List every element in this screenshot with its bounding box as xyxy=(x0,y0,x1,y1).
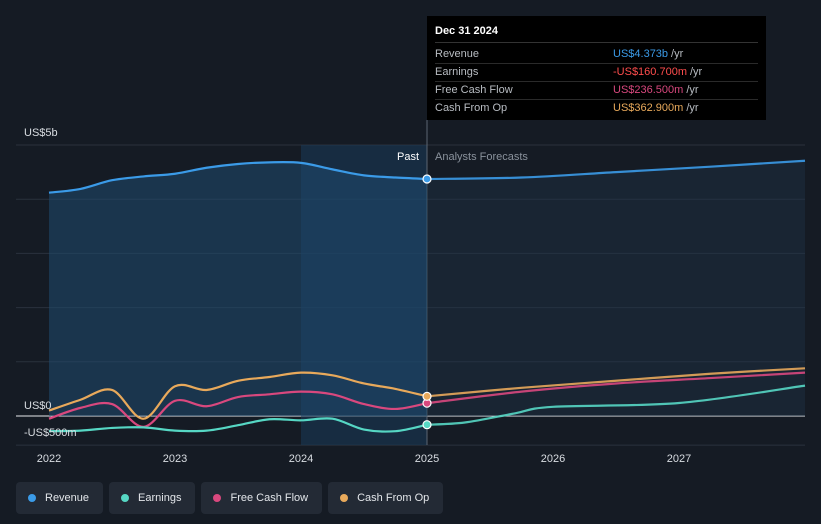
y-tick-label: -US$500m xyxy=(24,427,77,439)
legend-item-revenue[interactable]: Revenue xyxy=(16,482,104,514)
tooltip-label: Cash From Op xyxy=(435,102,508,114)
y-tick-label: US$0 xyxy=(24,400,52,412)
revenue-past-area xyxy=(49,162,427,416)
legend-dot-icon xyxy=(340,494,349,502)
tooltip-row-earnings: Earnings -US$160.700m /yr xyxy=(435,64,758,82)
tooltip-row-revenue: Revenue US$4.373b /yr xyxy=(435,46,758,64)
x-tick-label: 2027 xyxy=(667,453,691,465)
tooltip-label: Revenue xyxy=(435,48,480,60)
x-tick-label: 2023 xyxy=(163,453,187,465)
legend-label: Cash From Op xyxy=(357,492,430,504)
legend-dot-icon xyxy=(121,494,130,502)
tooltip-value: US$236.500m xyxy=(613,84,684,96)
tooltip-value: US$4.373b xyxy=(613,48,669,60)
legend-label: Free Cash Flow xyxy=(230,492,309,504)
tooltip-date: Dec 31 2024 xyxy=(435,24,758,43)
earnings-past-line xyxy=(48,417,428,433)
legend: Revenue Earnings Free Cash Flow Cash Fro… xyxy=(16,482,444,514)
free-cash-flow-past-line xyxy=(48,390,428,428)
legend-dot-icon xyxy=(28,494,36,502)
tooltip-value: US$362.900m xyxy=(613,102,684,114)
tooltip: Dec 31 2024 Revenue US$4.373b /yr Earnin… xyxy=(427,16,766,120)
legend-label: Revenue xyxy=(45,492,90,504)
x-tick-label: 2026 xyxy=(541,453,565,465)
x-tick-label: 2022 xyxy=(37,453,61,465)
tooltip-unit: /yr xyxy=(690,66,703,78)
x-tick-label: 2024 xyxy=(289,453,313,465)
earnings-point xyxy=(422,420,432,430)
tooltip-row-free-cash-flow: Free Cash Flow US$236.500m /yr xyxy=(435,82,758,100)
tooltip-unit: /yr xyxy=(686,84,699,96)
free-cash-flow-forecast-line xyxy=(426,371,806,405)
cash-from-op-past-line xyxy=(48,371,428,420)
y-tick-label: US$5b xyxy=(24,127,58,139)
x-tick-label: 2025 xyxy=(415,453,439,465)
revenue-point xyxy=(422,174,432,184)
tooltip-row-cash-from-op: Cash From Op US$362.900m /yr xyxy=(435,100,758,117)
legend-label: Earnings xyxy=(138,492,182,504)
legend-item-cash-from-op[interactable]: Cash From Op xyxy=(328,482,444,514)
legend-dot-icon xyxy=(213,494,222,502)
revenue-forecast-line xyxy=(426,159,806,181)
cash-from-op-point xyxy=(422,391,432,401)
forecast-label: Analysts Forecasts xyxy=(435,151,528,163)
tooltip-unit: /yr xyxy=(686,102,699,114)
tooltip-value: -US$160.700m xyxy=(613,66,687,78)
cash-from-op-forecast-line xyxy=(426,367,806,398)
legend-item-free-cash-flow[interactable]: Free Cash Flow xyxy=(201,482,323,514)
legend-item-earnings[interactable]: Earnings xyxy=(109,482,196,514)
past-label: Past xyxy=(397,151,419,163)
tooltip-label: Earnings xyxy=(435,66,479,78)
revenue-forecast-area xyxy=(427,160,805,416)
tooltip-label: Free Cash Flow xyxy=(435,84,513,96)
tooltip-unit: /yr xyxy=(671,48,684,60)
revenue-past-line xyxy=(48,161,428,194)
earnings-forecast-line xyxy=(426,384,806,426)
